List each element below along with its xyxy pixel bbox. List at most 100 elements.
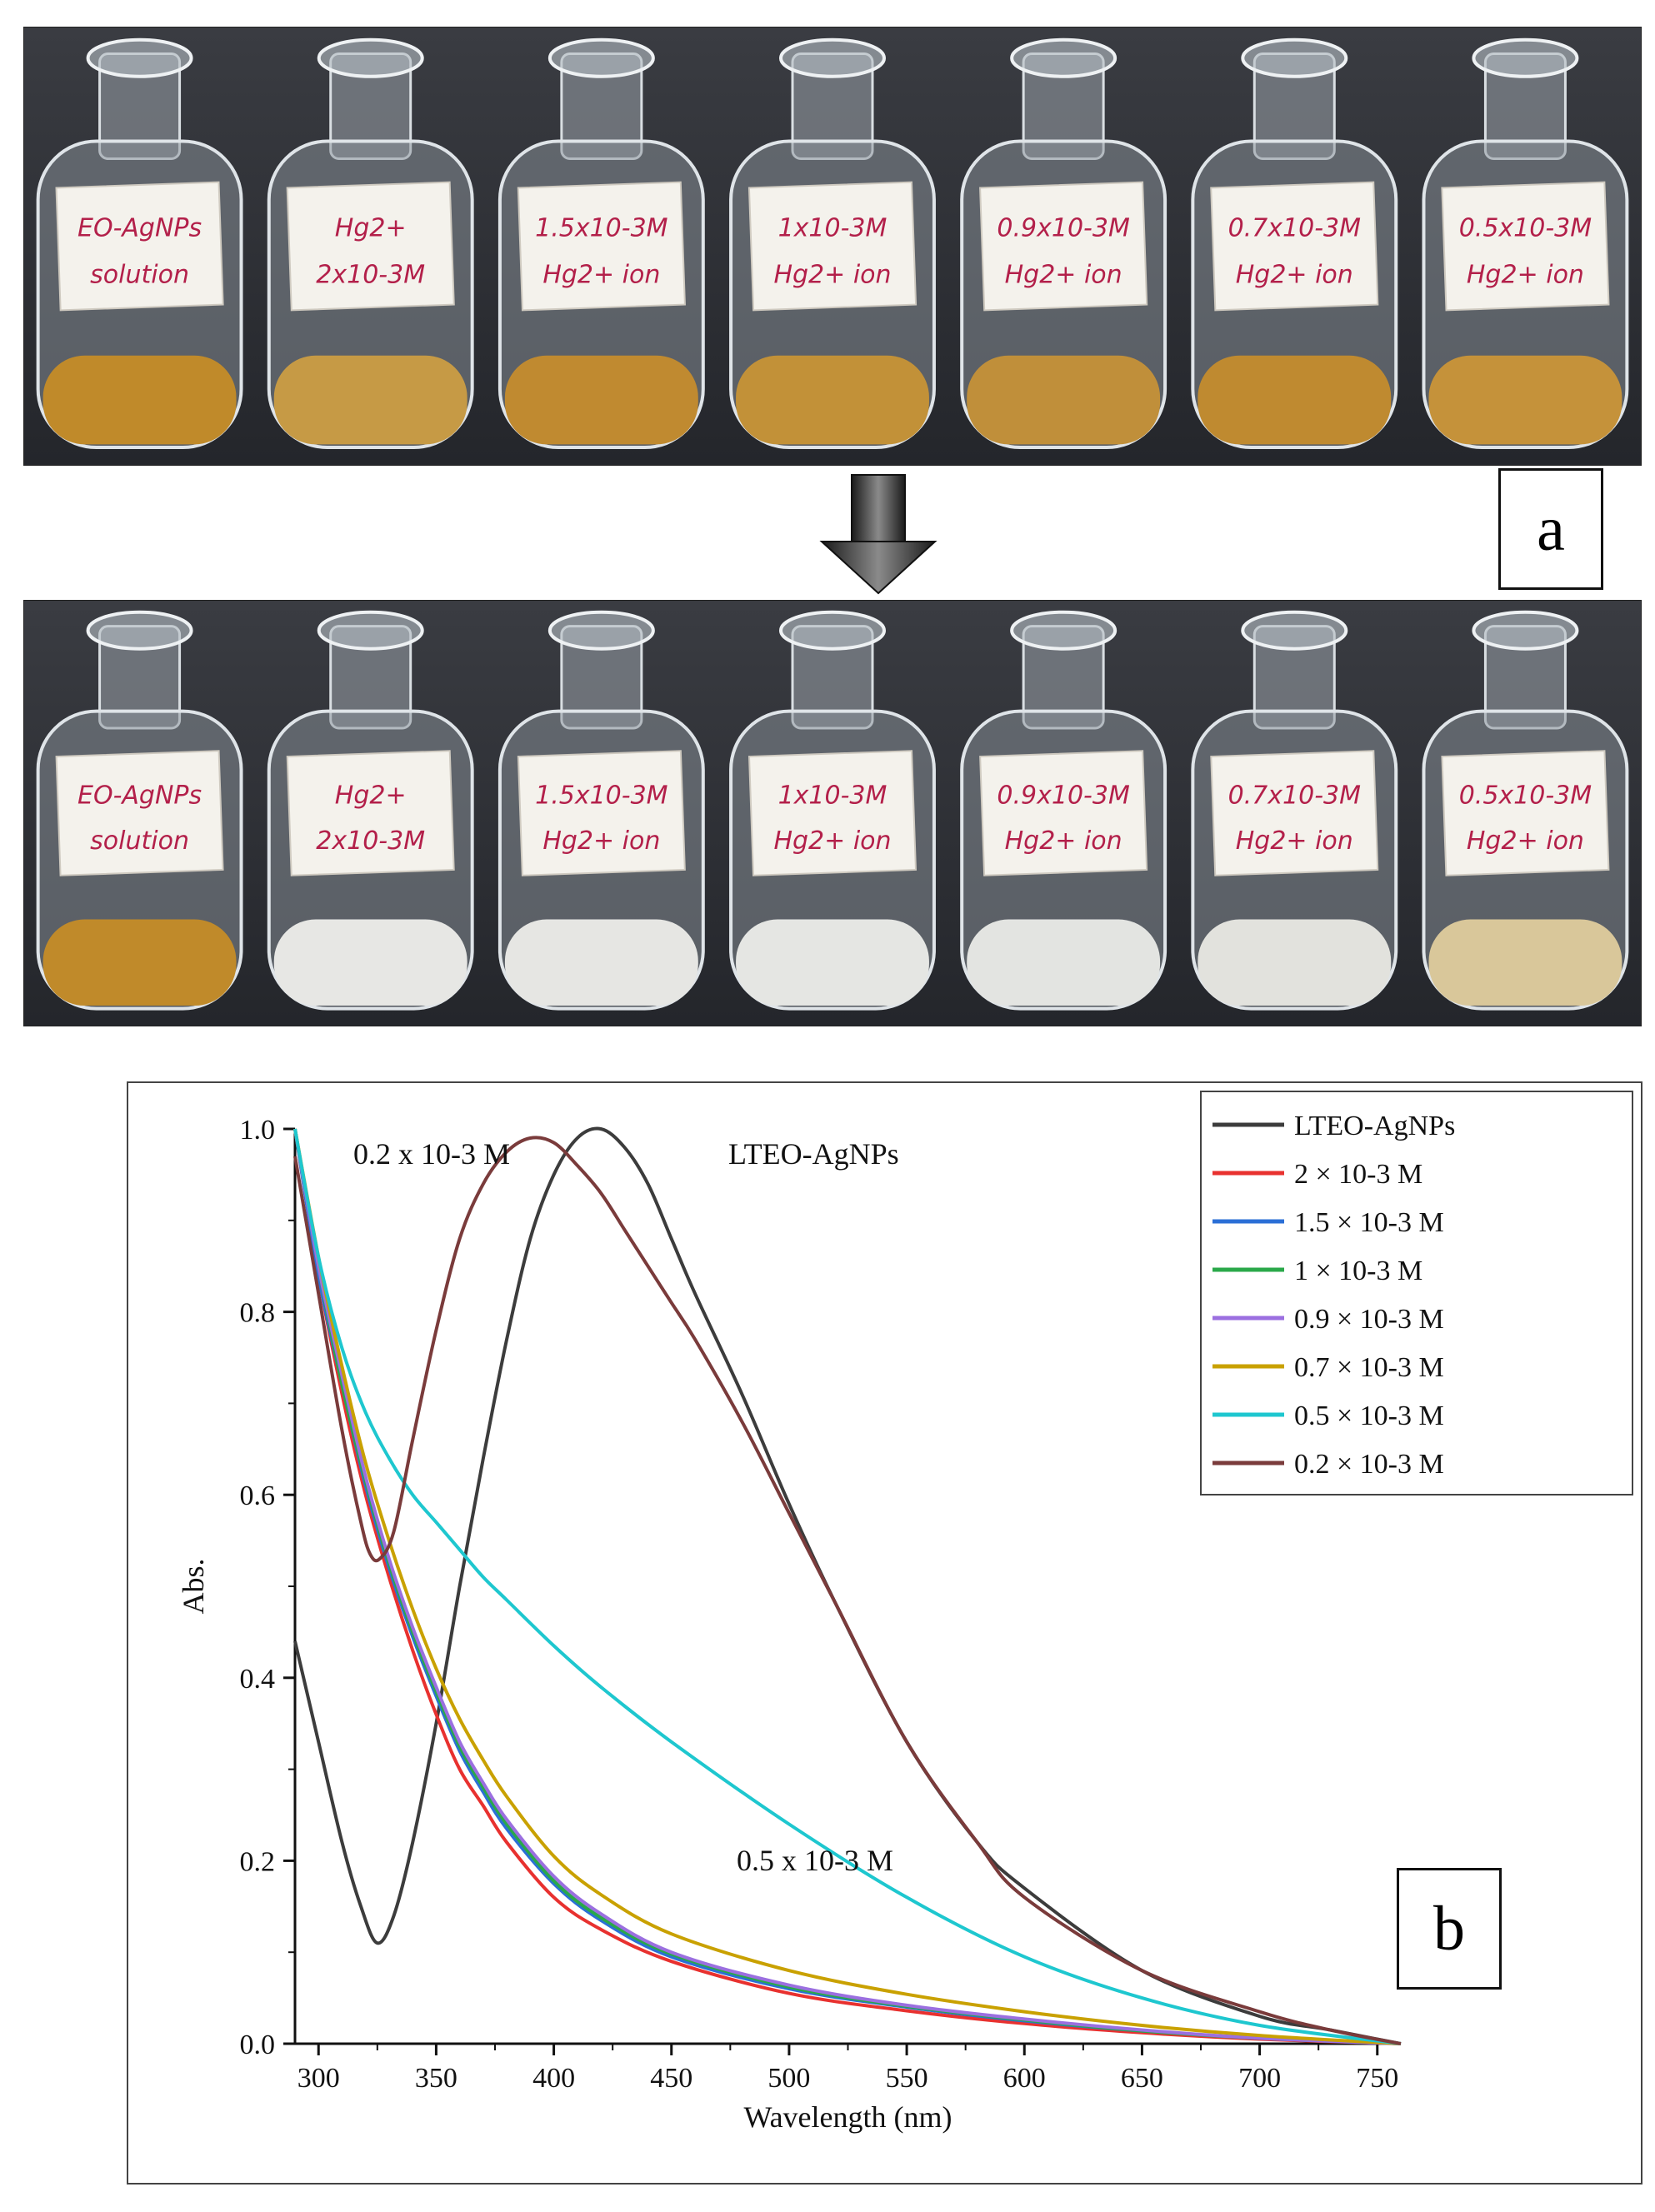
x-tick-label: 450 [650,2063,692,2094]
vial: 0.5x10-3M Hg2+ ion [1422,610,1629,1011]
legend-entry: LTEO-AgNPs [1294,1111,1455,1141]
vial: 0.9x10-3M Hg2+ ion [960,610,1168,1011]
y-tick-label: 0.4 [240,1664,276,1695]
vial: 0.7x10-3M Hg2+ ion [1191,610,1398,1011]
series-line-7 [293,1136,1402,2045]
vial-liquid [273,355,468,445]
x-tick-label: 500 [768,2063,810,2094]
series-line-1 [293,1128,1402,2045]
vial-paper-label [748,181,918,312]
legend-entry: 0.7 × 10-3 M [1294,1352,1444,1383]
vial-lip [1241,37,1348,78]
vial-label-text: Hg2+ ion [542,261,660,290]
vial: 1x10-3M Hg2+ ion [729,37,936,449]
series-line-5 [293,1128,1402,2045]
vial-liquid [1428,355,1622,445]
legend-entry: 2 × 10-3 M [1294,1159,1422,1190]
vial-paper-label [1441,750,1610,876]
vial-lip [317,37,424,78]
vial-liquid [42,355,237,445]
y-tick-label: 0.0 [240,2030,276,2060]
vial-lip [548,37,655,78]
vial-paper-label [286,181,455,312]
vial: 1.5x10-3M Hg2+ ion [498,610,705,1011]
down-arrow-icon [819,474,938,595]
vial-label-text: solution [90,261,189,290]
vial-liquid [273,919,468,1006]
vial-paper-label [517,750,686,876]
legend-box [1200,1091,1633,1495]
vial-label-text: EO-AgNPs [78,214,202,243]
vial: 0.5x10-3M Hg2+ ion [1422,37,1629,449]
vial: 1.5x10-3M Hg2+ ion [498,37,705,449]
legend-entry: 0.5 × 10-3 M [1294,1401,1444,1431]
vial-lip [1472,37,1579,78]
vial-label-text: Hg2+ ion [773,261,891,290]
x-tick-label: 300 [298,2063,340,2094]
panel-a-text: a [1537,493,1565,564]
vial-paper-label [55,750,224,876]
vial: Hg2+ 2x10-3M [267,37,474,449]
x-tick-label: 350 [415,2063,458,2094]
vial-label-text: EO-AgNPs [78,781,202,811]
vial-paper-label [286,750,455,876]
vial-paper-label [979,181,1148,312]
series-line-0 [293,1126,1402,2045]
vial-label-text: 0.5x10-3M [1459,214,1592,243]
photo-vials-after: EO-AgNPs solution Hg2+ 2x10-3M 1.5x10-3M Hg2+… [23,600,1642,1026]
vial-paper-label [1210,181,1379,312]
vial-label-text: Hg2+ ion [1005,261,1122,290]
legend-entry: 0.9 × 10-3 M [1294,1304,1444,1335]
vial: Hg2+ 2x10-3M [267,610,474,1011]
vial-label-text: Hg2+ ion [1467,261,1584,290]
vial-label-text: 2x10-3M [316,826,425,856]
x-tick-label: 750 [1356,2063,1398,2094]
vials-after-image: EO-AgNPs solution Hg2+ 2x10-3M 1.5x10-3M Hg2+… [24,601,1641,1026]
x-axis-title: Wavelength (nm) [743,2100,952,2134]
vial-lip [1010,610,1118,651]
panel-label-a: a [1498,468,1603,590]
vial-liquid [1198,919,1392,1006]
vial-label-text: 0.5x10-3M [1459,781,1592,811]
vial-label-text: Hg2+ ion [1236,261,1353,290]
vial-liquid [504,919,698,1006]
vial: 0.7x10-3M Hg2+ ion [1191,37,1398,449]
y-tick-label: 1.0 [240,1115,276,1146]
legend-entry: 1.5 × 10-3 M [1294,1207,1444,1238]
vial-liquid [736,355,929,445]
vial: 0.9x10-3M Hg2+ ion [960,37,1168,449]
vial-label-text: Hg2+ ion [1005,826,1122,856]
annotation-label: 0.2 x 10-3 M [353,1137,510,1171]
photo-vials-before: EO-AgNPs solution Hg2+ 2x10-3M 1.5x10-3M Hg2+… [23,27,1642,466]
vial-lip [317,610,424,651]
vial-lip [779,610,886,651]
legend-entry: 0.2 × 10-3 M [1294,1449,1444,1480]
vial-liquid [42,919,237,1006]
y-tick-label: 0.6 [240,1480,276,1511]
vial-lip [1472,610,1579,651]
vial-liquid [1198,355,1392,445]
vial-paper-label [748,750,918,876]
vial-label-text: Hg2+ [335,214,407,243]
x-tick-label: 600 [1003,2063,1046,2094]
vial-lip [1010,37,1118,78]
vial-label-text: 1.5x10-3M [535,214,668,243]
vial-label-text: 1.5x10-3M [535,781,668,811]
annotation-label: LTEO-AgNPs [728,1137,899,1171]
y-axis-title: Abs. [177,1558,210,1614]
vial-label-text: Hg2+ ion [542,826,660,856]
absorbance-chart: 300 350 400 450 500 550 600 650 700 750 0.0 0.2 0.4 0… [127,1081,1642,2185]
annotation-label: 0.5 x 10-3 M [737,1844,893,1877]
vial-label-text: 0.9x10-3M [997,781,1130,811]
vial-lip [1241,610,1348,651]
panel-label-b: b [1397,1868,1502,1990]
vial-label-text: 0.7x10-3M [1228,781,1362,811]
vial-label-text: solution [90,826,189,856]
legend-entry: 1 × 10-3 M [1294,1256,1422,1286]
x-tick-label: 650 [1121,2063,1163,2094]
vial-label-text: 2x10-3M [316,261,425,290]
vial-lip [779,37,886,78]
panel-b-text: b [1433,1893,1465,1964]
vial-label-text: 1x10-3M [778,214,888,243]
x-tick-label: 550 [886,2063,928,2094]
